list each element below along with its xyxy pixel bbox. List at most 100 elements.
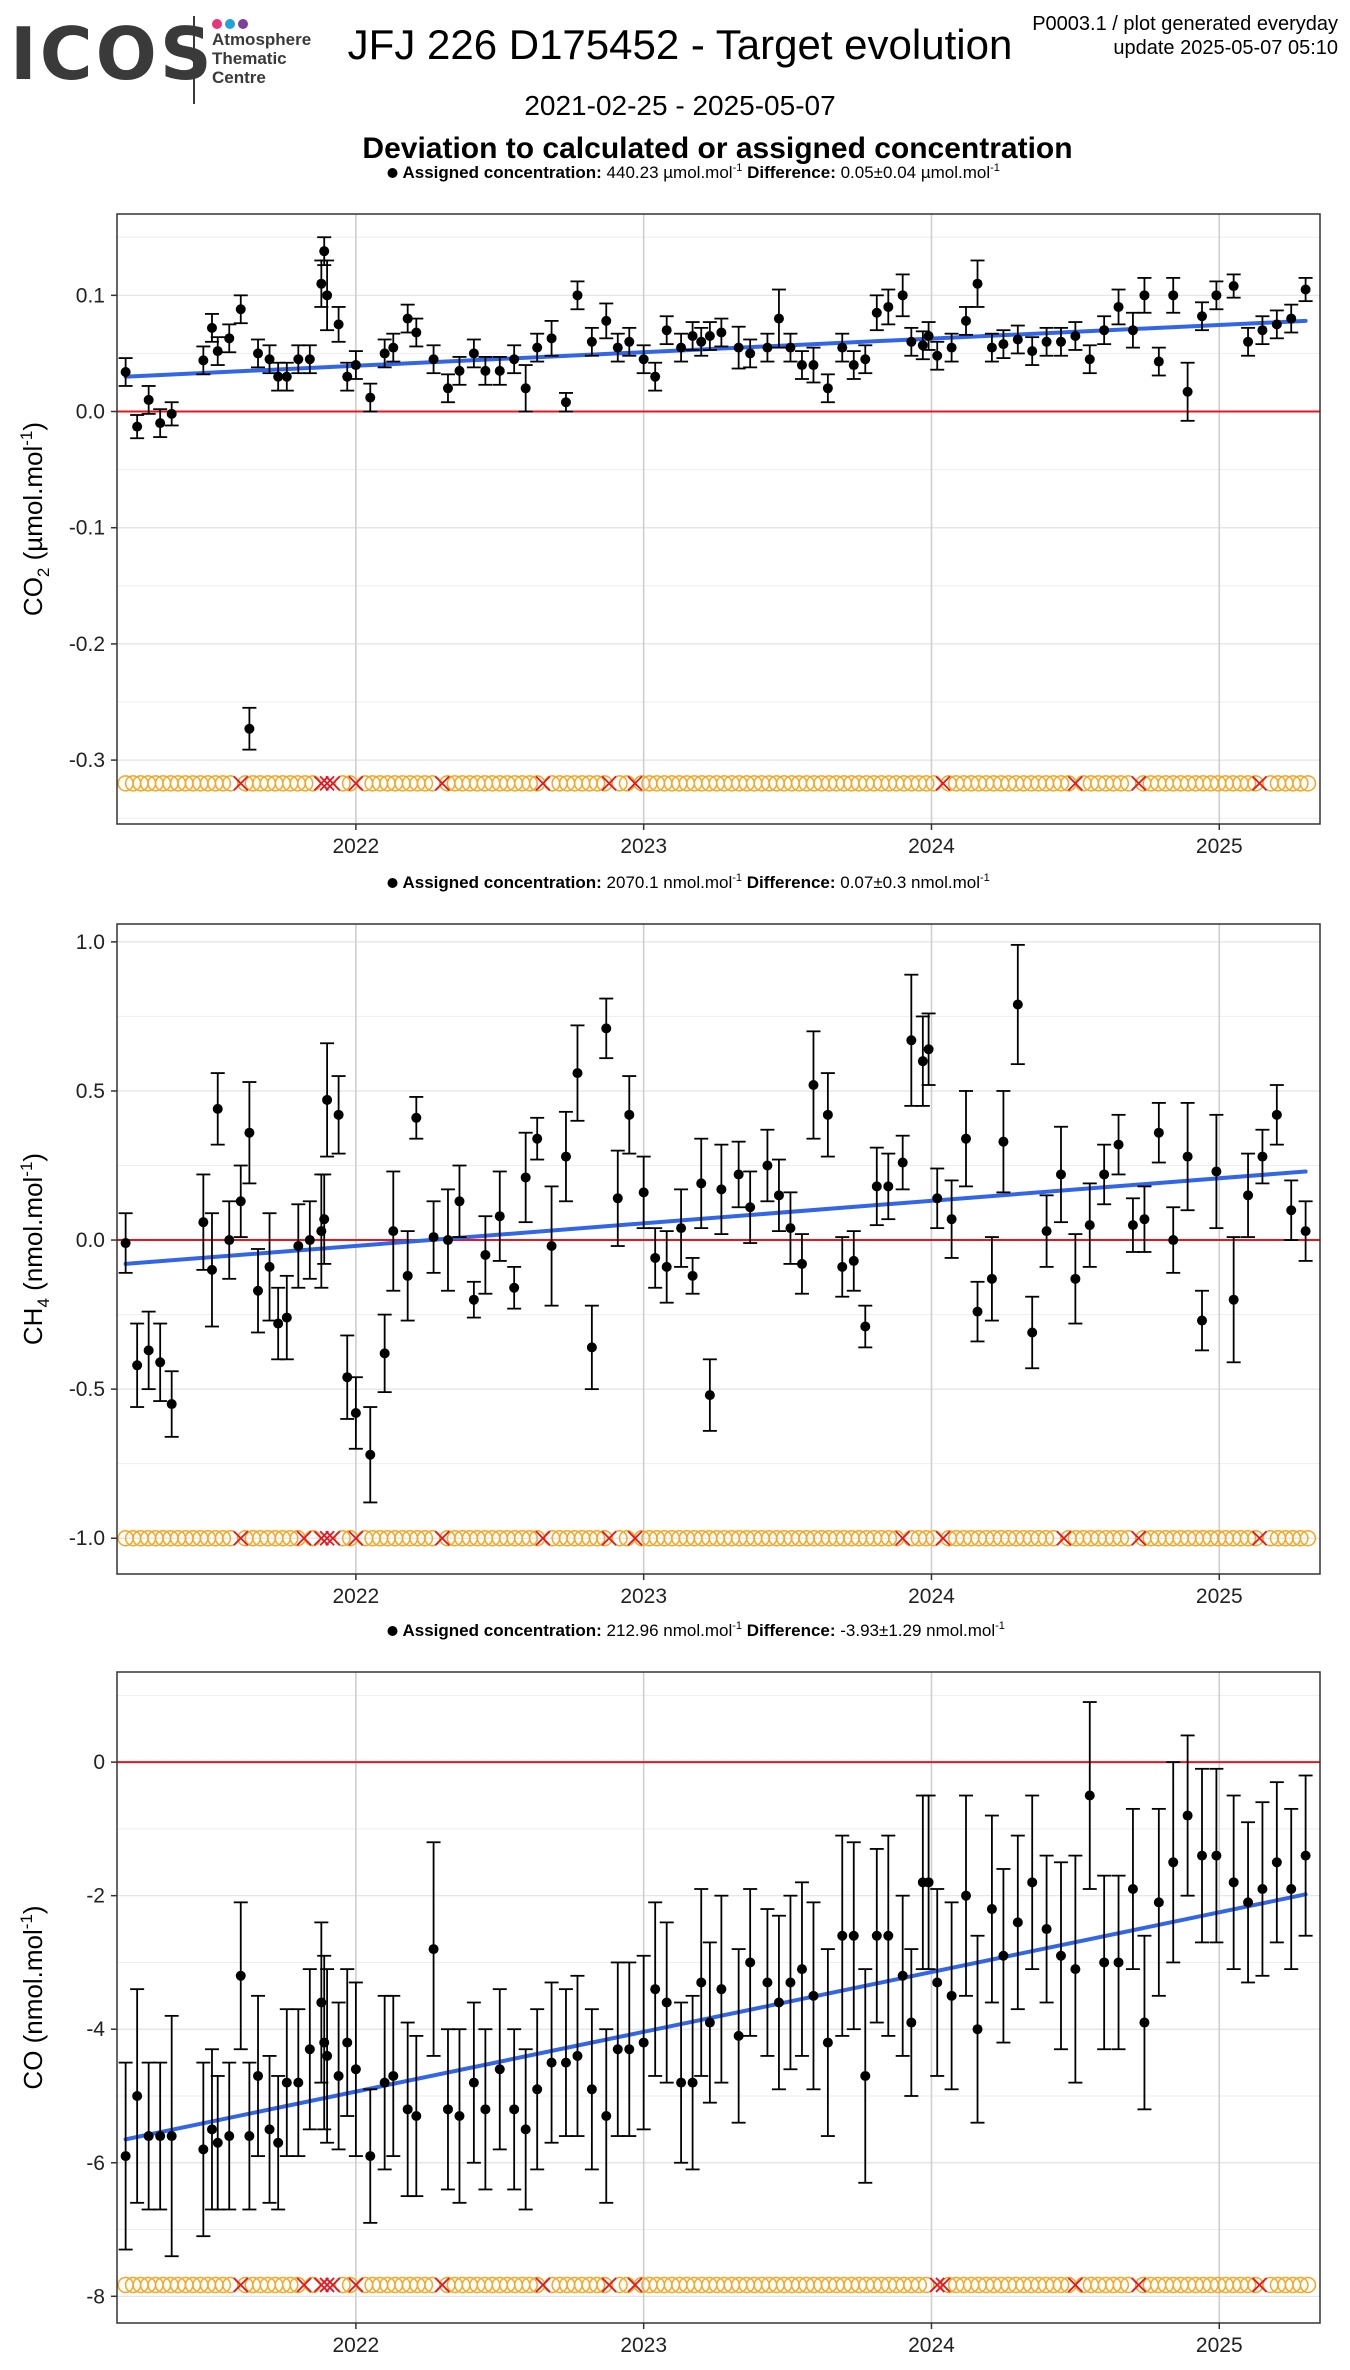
difference-label: Difference: bbox=[742, 873, 836, 892]
data-point bbox=[235, 1196, 246, 1207]
y-axis-label: CO2 (µmol.mol-1) bbox=[17, 422, 53, 616]
rejected-marker bbox=[296, 2277, 312, 2293]
data-point bbox=[687, 1270, 698, 1281]
ylabel-close: ) bbox=[18, 1905, 48, 1914]
data-point bbox=[822, 383, 833, 394]
rejected-marker bbox=[627, 2277, 643, 2293]
x-tick-label: 2024 bbox=[908, 2334, 955, 2357]
data-point bbox=[773, 313, 784, 324]
rejected-marker bbox=[233, 2277, 249, 2293]
data-point bbox=[917, 340, 928, 351]
data-point bbox=[388, 2070, 399, 2081]
logo-line: Thematic bbox=[212, 49, 287, 68]
valid-marker bbox=[1112, 775, 1130, 792]
data-point bbox=[1070, 1964, 1081, 1975]
data-point bbox=[745, 348, 756, 359]
y-axis-label: CH4 (nmol.mol-1) bbox=[17, 1153, 53, 1345]
data-point bbox=[785, 342, 796, 353]
data-point bbox=[442, 2104, 453, 2115]
data-point bbox=[946, 1990, 957, 2001]
data-point bbox=[560, 2057, 571, 2068]
y-tick-label: 0 bbox=[93, 1751, 105, 1774]
data-point bbox=[322, 2050, 333, 2061]
data-point bbox=[572, 1068, 583, 1079]
valid-marker bbox=[296, 775, 314, 792]
data-point bbox=[1139, 1214, 1150, 1225]
data-point bbox=[264, 2124, 275, 2135]
data-point bbox=[212, 1103, 223, 1114]
data-point bbox=[1127, 1884, 1138, 1894]
data-point bbox=[428, 1944, 439, 1955]
data-point bbox=[1153, 1897, 1164, 1908]
data-point bbox=[454, 2111, 465, 2122]
data-point bbox=[1055, 1950, 1066, 1961]
data-point bbox=[1113, 1957, 1124, 1968]
data-point bbox=[773, 1190, 784, 1201]
data-point bbox=[1055, 1169, 1066, 1180]
data-point bbox=[822, 1109, 833, 1120]
data-point bbox=[1027, 1327, 1038, 1338]
data-point bbox=[264, 354, 275, 365]
data-point bbox=[638, 354, 649, 365]
data-point bbox=[198, 355, 209, 366]
ylabel-subscript: 4 bbox=[34, 1298, 53, 1307]
rejected-marker bbox=[233, 1530, 249, 1546]
data-point bbox=[1197, 1315, 1208, 1326]
data-point bbox=[319, 246, 330, 257]
info-line: Assigned concentration: 212.96 nmol.mol-… bbox=[403, 1620, 1005, 1640]
data-point bbox=[342, 2037, 353, 2048]
assigned-label: Assigned concentration: bbox=[403, 873, 602, 892]
x-tick-label: 2023 bbox=[620, 835, 667, 858]
ylabel-unit: (µmol.mol bbox=[18, 446, 48, 568]
rejected-marker bbox=[1251, 775, 1268, 791]
data-point bbox=[586, 1342, 597, 1353]
data-point bbox=[546, 333, 557, 344]
data-point bbox=[676, 2077, 687, 2088]
data-point bbox=[638, 1187, 649, 1198]
rejected-marker bbox=[313, 2277, 329, 2293]
data-point bbox=[762, 1977, 773, 1988]
data-point bbox=[143, 2131, 154, 2142]
valid-marker bbox=[334, 775, 351, 792]
y-tick-label: -8 bbox=[86, 2285, 105, 2308]
data-point bbox=[1243, 336, 1254, 347]
valid-marker bbox=[1292, 2276, 1309, 2294]
x-tick-label: 2023 bbox=[620, 2334, 667, 2357]
data-point bbox=[1153, 1127, 1164, 1138]
valid-marker bbox=[282, 2276, 299, 2294]
valid-marker bbox=[611, 1529, 628, 1547]
data-point bbox=[1070, 1273, 1081, 1284]
data-point bbox=[998, 339, 1009, 350]
data-point bbox=[897, 290, 908, 301]
valid-marker bbox=[214, 2276, 232, 2294]
valid-marker bbox=[918, 1529, 935, 1547]
data-point bbox=[1243, 1190, 1254, 1201]
data-point bbox=[687, 331, 698, 341]
data-point bbox=[871, 1930, 882, 1941]
data-point bbox=[773, 1997, 784, 2008]
data-point bbox=[520, 2124, 531, 2135]
data-point bbox=[785, 1977, 796, 1988]
y-tick-label: 0.5 bbox=[76, 1080, 105, 1103]
data-point bbox=[961, 1890, 972, 1901]
data-point bbox=[883, 301, 894, 312]
difference-value: -3.93±1.29 nmol.mol bbox=[836, 1621, 996, 1640]
logo-dot-icon bbox=[225, 19, 235, 29]
rejected-marker bbox=[1251, 2277, 1268, 2293]
data-point bbox=[1099, 325, 1110, 336]
y-tick-label: -0.2 bbox=[69, 633, 105, 656]
data-point bbox=[601, 1023, 612, 1034]
data-point bbox=[253, 348, 264, 359]
data-point bbox=[480, 1249, 491, 1260]
y-tick-label: -0.3 bbox=[69, 749, 105, 772]
data-point bbox=[638, 2037, 649, 2048]
data-point bbox=[860, 2070, 871, 2081]
valid-marker bbox=[1112, 2276, 1130, 2294]
logo-line: Centre bbox=[212, 68, 266, 87]
data-point bbox=[676, 1223, 687, 1234]
logo-line: Atmosphere bbox=[212, 30, 312, 49]
data-point bbox=[986, 1273, 997, 1284]
y-tick-label: -4 bbox=[86, 2018, 105, 2041]
data-point bbox=[1113, 301, 1124, 312]
valid-marker bbox=[416, 775, 434, 792]
